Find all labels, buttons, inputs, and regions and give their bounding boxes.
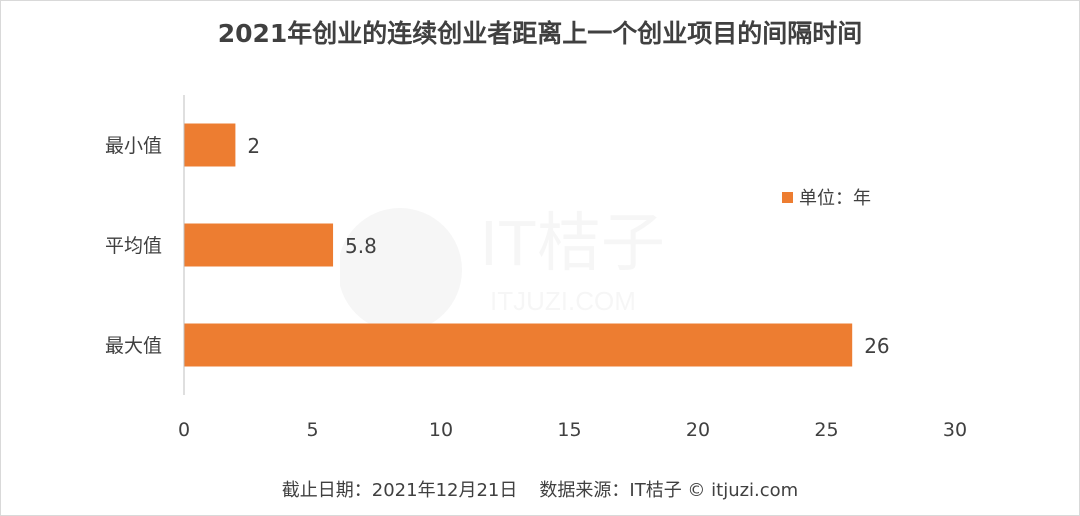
legend: 单位：年 <box>782 184 871 210</box>
data-label-2: 26 <box>864 334 889 358</box>
x-tick-label-2: 10 <box>429 419 453 441</box>
x-tick-label-4: 20 <box>686 419 710 441</box>
x-tick-label-1: 5 <box>306 419 318 441</box>
data-label-0: 2 <box>247 134 260 158</box>
bar-0 <box>184 123 236 167</box>
legend-swatch <box>782 191 793 203</box>
bar-2 <box>184 323 853 367</box>
data-label-1: 5.8 <box>345 234 377 258</box>
category-label-0: 最小值 <box>105 135 162 157</box>
x-tick-label-3: 15 <box>557 419 581 441</box>
footer-date: 截止日期：2021年12月21日 <box>281 480 518 501</box>
footer: 截止日期：2021年12月21日 数据来源：IT桔子 © itjuzi.com <box>0 476 1080 502</box>
footer-source: 数据来源：IT桔子 © itjuzi.com <box>539 480 799 501</box>
watermark-brand: IT桔子 <box>480 207 665 279</box>
chart-title: 2021年创业的连续创业者距离上一个创业项目的间隔时间 <box>217 19 863 48</box>
watermark-domain: ITJUZI.COM <box>490 286 636 316</box>
x-tick-label-6: 30 <box>943 419 967 441</box>
category-label-2: 最大值 <box>105 335 162 357</box>
watermark-logo: IT桔子 ITJUZI.COM <box>338 170 700 350</box>
x-tick-label-0: 0 <box>178 419 190 441</box>
x-tick-label-5: 25 <box>814 419 838 441</box>
legend-label: 单位：年 <box>799 188 871 209</box>
bar-1 <box>184 223 334 267</box>
category-label-1: 平均值 <box>105 235 162 257</box>
